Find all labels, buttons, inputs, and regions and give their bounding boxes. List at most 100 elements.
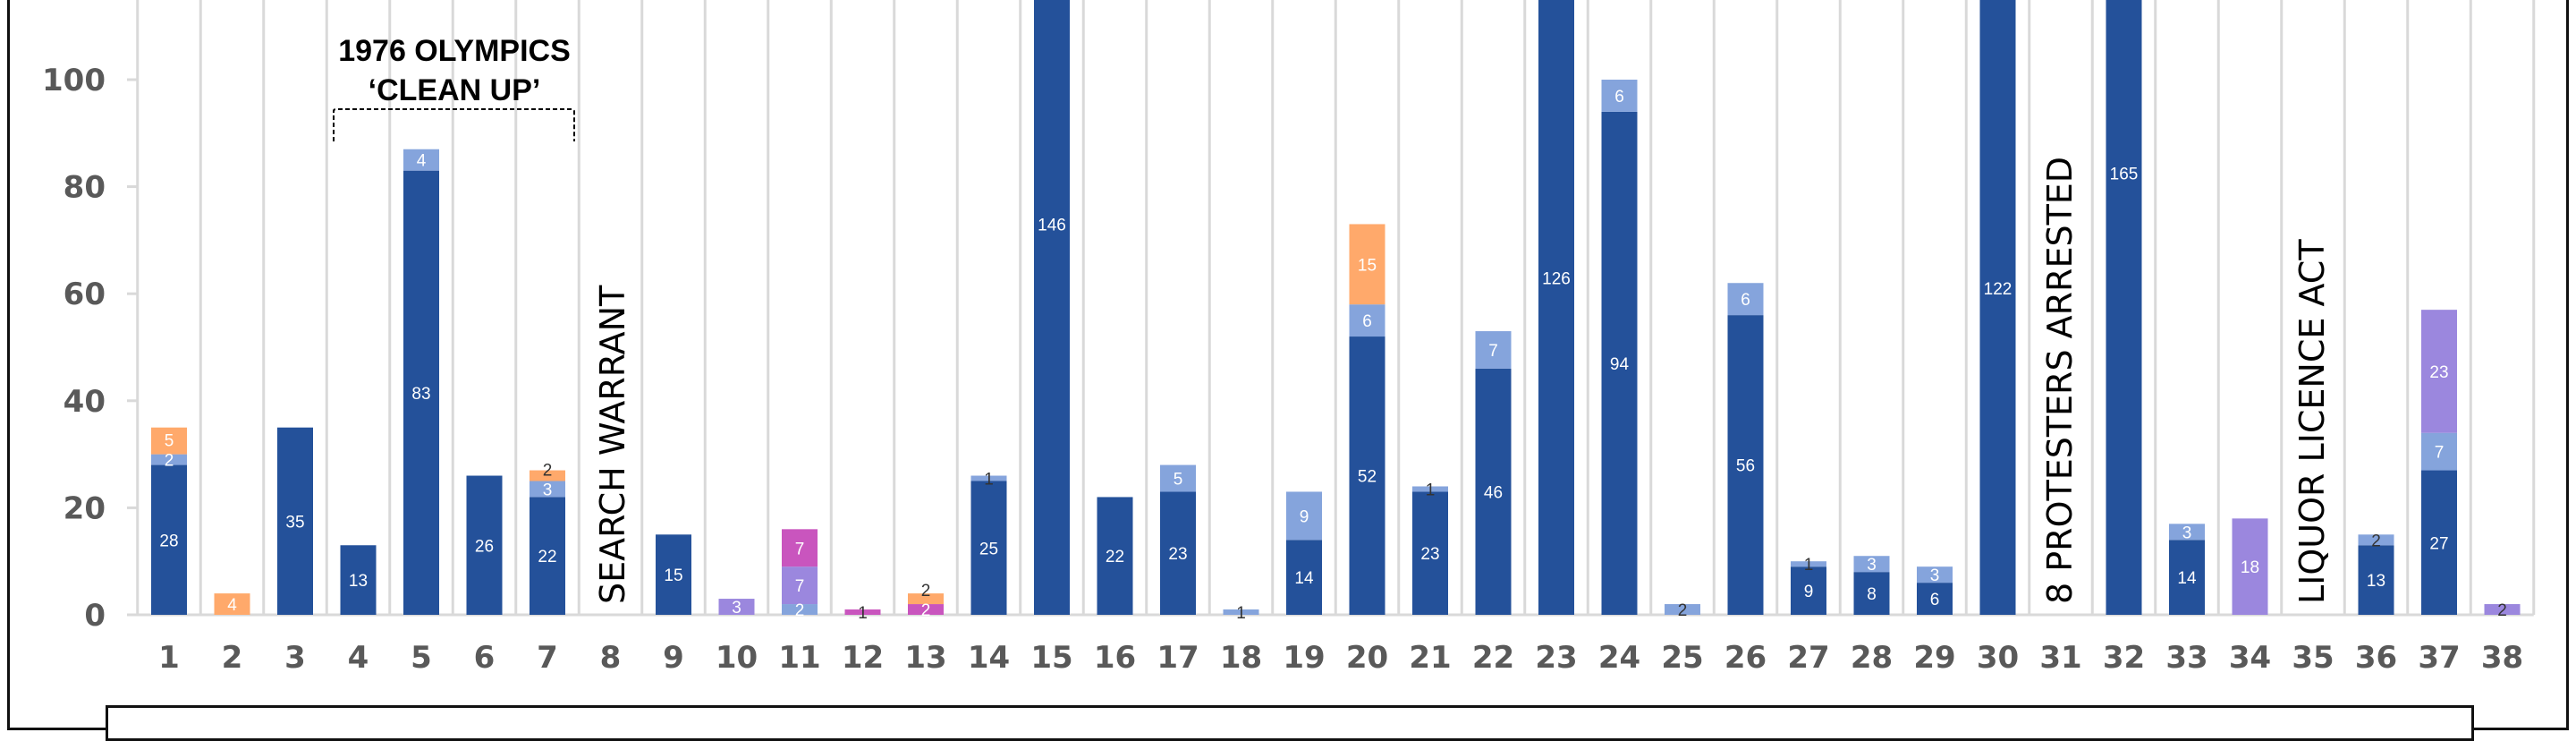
bar-segment [656, 534, 691, 615]
data-label: 126 [1542, 269, 1571, 288]
data-label: 23 [2429, 363, 2448, 382]
bar-segment [718, 599, 755, 615]
data-label: 25 [979, 540, 998, 558]
data-label: 146 [1038, 216, 1066, 234]
x-tick-label: 1 [158, 640, 180, 676]
bar-segment [908, 593, 944, 605]
bar-segment [1034, 0, 1070, 616]
data-label: 1 [1804, 556, 1814, 575]
x-tick-label: 35 [2292, 640, 2334, 676]
data-label: 2 [921, 601, 931, 620]
data-label: 8 [1867, 585, 1877, 604]
bar-segment [1727, 283, 1764, 316]
bar-segment [782, 566, 818, 605]
data-label: 4 [417, 152, 427, 171]
bar-segment [151, 427, 187, 455]
bar-segment [2421, 470, 2457, 615]
olympics-annotation-line1: 1976 OLYMPICS [338, 34, 571, 68]
data-label: 6 [1930, 591, 1940, 609]
x-tick-label: 3 [284, 640, 306, 676]
protesters-arrested-annotation: 8 PROTESTERS ARRESTED [2040, 157, 2080, 604]
x-tick-label: 19 [1283, 640, 1325, 676]
data-label: 15 [664, 566, 682, 585]
x-tick-label: 14 [968, 640, 1010, 676]
data-label: 7 [795, 577, 805, 596]
x-tick-label: 2 [222, 640, 243, 676]
y-axis: 0 20 40 60 80 100 [42, 63, 138, 634]
bar-segment [1097, 497, 1133, 615]
x-tick-label: 27 [1787, 640, 1829, 676]
bar-segment [782, 604, 818, 615]
x-tick-label: 23 [1535, 640, 1577, 676]
data-label: 4 [227, 596, 237, 615]
data-label: 2 [1678, 601, 1688, 620]
bar-segment [1223, 609, 1259, 615]
x-tick-label: 12 [842, 640, 884, 676]
data-label: 2 [543, 461, 553, 480]
x-tick-label: 8 [600, 640, 622, 676]
data-label: 7 [1488, 342, 1498, 361]
bar-segment [1538, 0, 1574, 615]
bar-segment [1979, 0, 2016, 615]
bar-segment [1160, 464, 1196, 492]
x-tick-label: 32 [2103, 640, 2145, 676]
data-label: 6 [1614, 88, 1624, 106]
x-axis: 1 2 3 4 5 6 7 8 9 10 11 12 13 14 15 16 17 18 19 20 21 22 23 24 2… [158, 640, 2523, 676]
x-tick-label: 20 [1346, 640, 1388, 676]
x-tick-label: 34 [2229, 640, 2271, 676]
bar-segment [970, 481, 1007, 615]
bar-segment [782, 529, 818, 567]
bar-segment [1160, 491, 1196, 615]
data-label: 2 [795, 601, 805, 620]
data-label: 2 [2371, 532, 2381, 550]
data-label: 46 [1484, 483, 1503, 502]
bar-segment [1917, 583, 1953, 615]
data-label: 15 [1358, 256, 1377, 275]
x-tick-label: 25 [1661, 640, 1703, 676]
x-tick-label: 21 [1409, 640, 1451, 676]
data-label: 5 [1174, 471, 1183, 490]
y-tick-label: 60 [64, 277, 106, 312]
bar-segment [844, 609, 881, 615]
data-label: 28 [159, 532, 178, 550]
bar-segment [530, 470, 565, 481]
x-tick-label: 17 [1157, 640, 1199, 676]
bar-segment [530, 481, 565, 498]
x-tick-label: 18 [1220, 640, 1262, 676]
x-tick-label: 16 [1094, 640, 1136, 676]
y-tick-label: 100 [42, 63, 106, 98]
data-label: 83 [411, 385, 430, 404]
x-tick-label: 9 [663, 640, 684, 676]
bar-segment [1349, 336, 1385, 615]
x-tick-label: 10 [716, 640, 758, 676]
x-tick-label: 13 [904, 640, 946, 676]
data-label: 13 [349, 572, 368, 591]
bar-segment [277, 427, 313, 615]
olympics-bracket [333, 108, 575, 141]
bar-segment [1665, 604, 1700, 615]
bar-segment [2421, 432, 2457, 471]
x-tick-label: 29 [1913, 640, 1955, 676]
data-label: 3 [543, 481, 553, 499]
bar-segment [151, 454, 187, 465]
data-label: 7 [795, 540, 805, 558]
data-label: 9 [1300, 507, 1309, 526]
data-label: 1 [1236, 604, 1246, 623]
bar-segment [1412, 486, 1448, 492]
bar-segment [530, 497, 565, 615]
data-label: 2 [2497, 601, 2507, 620]
x-tick-label: 30 [1977, 640, 2019, 676]
bar-segment [1475, 331, 1512, 369]
bar-segment [1727, 315, 1764, 615]
x-tick-label: 4 [348, 640, 369, 676]
y-tick-label: 0 [84, 598, 106, 634]
bar-segment [1791, 566, 1826, 615]
bar-segment [403, 170, 439, 615]
bar-segment [1601, 80, 1638, 112]
bar-segment [908, 604, 944, 615]
x-tick-label: 22 [1472, 640, 1514, 676]
data-label: 22 [538, 548, 556, 566]
data-label: 9 [1804, 583, 1814, 601]
olympics-annotation-line2: ‘CLEAN UP’ [369, 73, 541, 107]
bar-segment [2421, 310, 2457, 433]
